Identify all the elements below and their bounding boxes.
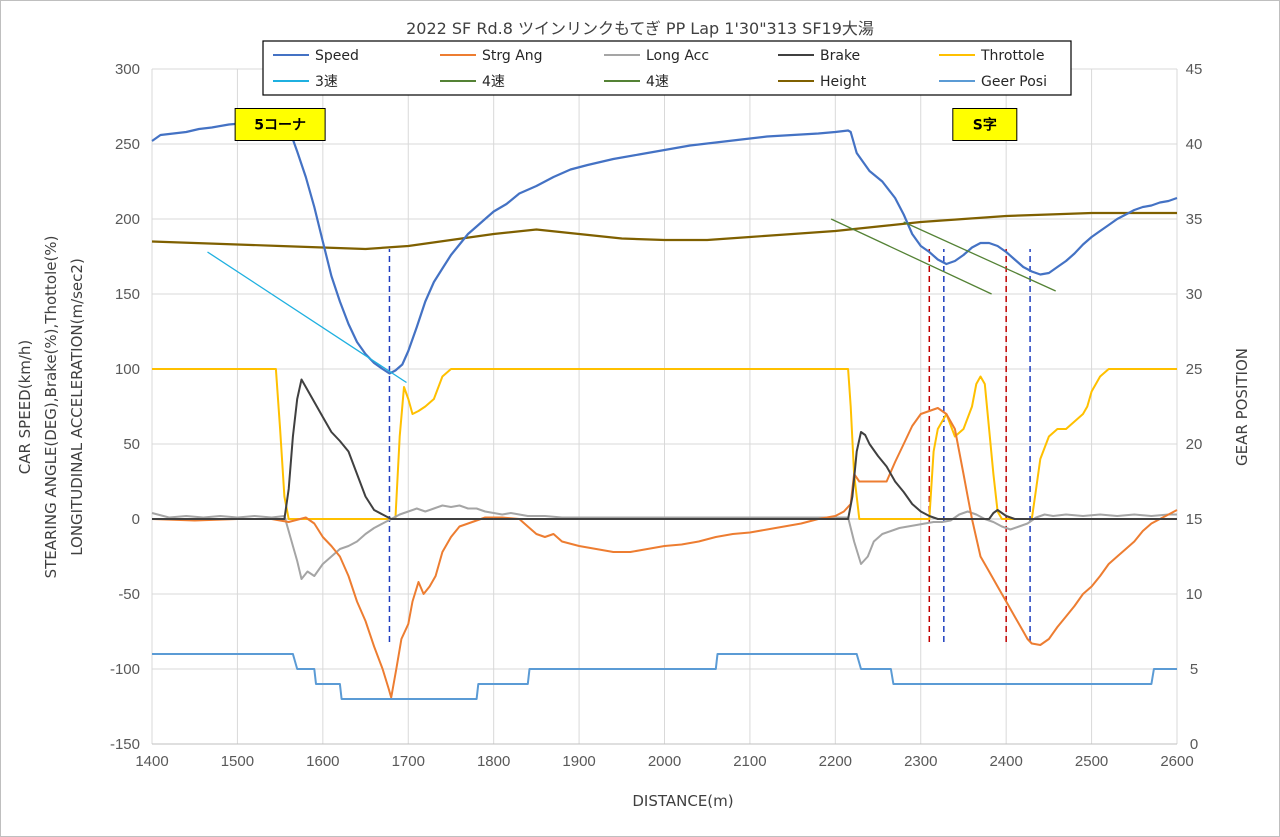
series-line-4 xyxy=(152,368,1177,520)
y2-axis-title: GEAR POSITION xyxy=(1233,348,1251,466)
legend-label: Geer Posi xyxy=(981,74,1047,90)
y-tick-label: 150 xyxy=(115,286,140,303)
x-tick-label: 2300 xyxy=(904,753,937,770)
legend-box xyxy=(262,40,1072,96)
y-tick-label: 300 xyxy=(115,61,140,78)
y2-tick-label: 35 xyxy=(1186,211,1203,228)
y-axis-title-line: CAR SPEED(km/h) xyxy=(16,340,34,475)
y-axis-title-line: LONGITUDINAL ACCELERATION(m/sec2) xyxy=(68,258,86,556)
legend-label: Strg Ang xyxy=(482,48,543,64)
y-tick-label: 100 xyxy=(115,361,140,378)
y2-tick-label: 5 xyxy=(1190,661,1198,678)
series-lines xyxy=(151,118,1178,700)
legend-label: 3速 xyxy=(315,74,338,90)
annotation-label: 5コーナ xyxy=(254,118,306,134)
legend-label: Throttole xyxy=(980,48,1045,64)
x-tick-label: 1800 xyxy=(477,753,510,770)
x-tick-label: 2400 xyxy=(989,753,1022,770)
y2-tick-label: 20 xyxy=(1186,436,1203,453)
annotation-box xyxy=(952,108,1018,141)
x-tick-label: 2000 xyxy=(648,753,681,770)
x-tick-label: 2200 xyxy=(819,753,852,770)
y-tick-label: 50 xyxy=(123,436,140,453)
y2-tick-label: 15 xyxy=(1186,511,1203,528)
y-tick-label: -100 xyxy=(110,661,140,678)
y-tick-label: -150 xyxy=(110,736,140,753)
y-tick-label: 200 xyxy=(115,211,140,228)
x-tick-label: 1700 xyxy=(392,753,425,770)
series-line-8 xyxy=(151,211,1177,251)
legend-label: Brake xyxy=(820,48,860,64)
series-line-7 xyxy=(903,221,1056,292)
x-tick-label: 2600 xyxy=(1160,753,1193,770)
tick-labels: -150 -100 -50 0 50 100 150 200 250 300 0 5 10 15 20 25 3… xyxy=(110,61,1202,770)
x-tick-label: 1900 xyxy=(562,753,595,770)
gridlines xyxy=(151,68,1178,745)
legend-label: 4速 xyxy=(482,74,505,90)
chart-title: 2022 SF Rd.8 ツインリンクもてぎ PP Lap 1'30"313 S… xyxy=(406,19,874,38)
y2-tick-label: 30 xyxy=(1186,286,1203,303)
y2-tick-label: 0 xyxy=(1190,736,1198,753)
legend: Speed Strg Ang Long Acc Brake Throttole 3速 4速 4… xyxy=(262,40,1072,96)
y-tick-label: 250 xyxy=(115,136,140,153)
y2-tick-label: 10 xyxy=(1186,586,1203,603)
series-line-2 xyxy=(151,504,1177,580)
series-line-1 xyxy=(151,407,1178,699)
y-tick-label: -50 xyxy=(118,586,140,603)
annotation-label: S字 xyxy=(973,117,997,134)
distance-markers xyxy=(388,249,1031,642)
legend-label: 4速 xyxy=(646,74,669,90)
y2-tick-label: 40 xyxy=(1186,136,1203,153)
x-tick-label: 2500 xyxy=(1075,753,1108,770)
x-tick-label: 2100 xyxy=(733,753,766,770)
series-line-3 xyxy=(152,378,1177,520)
x-axis-title: DISTANCE(m) xyxy=(632,792,733,810)
series-line-6 xyxy=(830,218,992,295)
y2-tick-label: 25 xyxy=(1186,361,1203,378)
y-tick-label: 0 xyxy=(132,511,140,528)
y-axis-title-line: STEARING ANGLE(DEG),Brake(%),Thottole(%) xyxy=(42,236,60,579)
x-tick-label: 1600 xyxy=(306,753,339,770)
x-tick-label: 1400 xyxy=(135,753,168,770)
legend-label: Long Acc xyxy=(646,48,709,64)
annotation-box xyxy=(234,108,326,141)
legend-label: Height xyxy=(820,74,867,90)
x-tick-label: 1500 xyxy=(221,753,254,770)
series-line-5 xyxy=(207,251,407,384)
legend-label: Speed xyxy=(315,48,359,64)
y2-tick-label: 45 xyxy=(1186,61,1203,78)
annotations: 5コーナ S字 xyxy=(234,108,1018,141)
y-axis-title: CAR SPEED(km/h) STEARING ANGLE(DEG),Brake… xyxy=(16,236,86,579)
series-line-9 xyxy=(152,653,1177,700)
series-line-0 xyxy=(151,118,1178,375)
